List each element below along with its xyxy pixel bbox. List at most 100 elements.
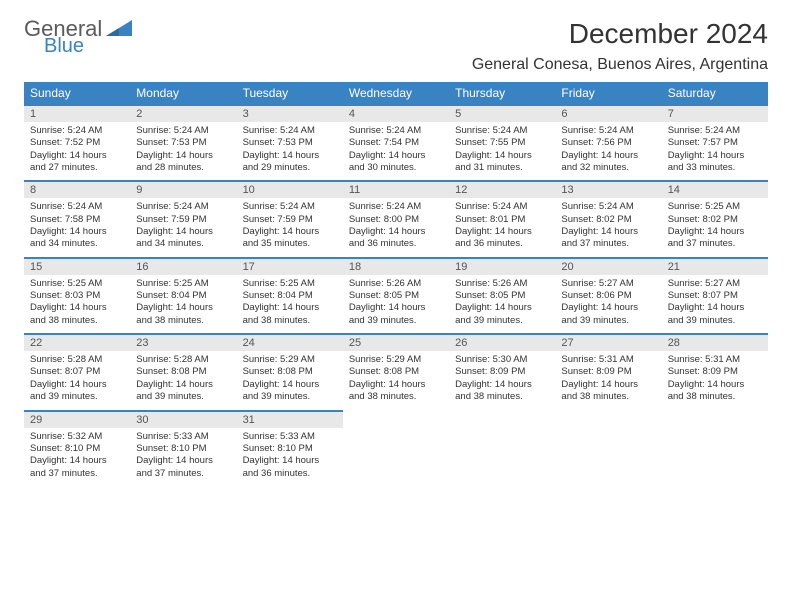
calendar-cell: 25Sunrise: 5:29 AMSunset: 8:08 PMDayligh… [343,334,449,410]
day-number: 1 [24,106,130,122]
daylight-text: Daylight: 14 hours and 38 minutes. [455,379,549,404]
daylight-text: Daylight: 14 hours and 39 minutes. [30,379,124,404]
daylight-text: Daylight: 14 hours and 29 minutes. [243,150,337,175]
day-details: Sunrise: 5:24 AMSunset: 8:01 PMDaylight:… [449,198,555,256]
calendar-row: 8Sunrise: 5:24 AMSunset: 7:58 PMDaylight… [24,181,768,257]
calendar-cell: 29Sunrise: 5:32 AMSunset: 8:10 PMDayligh… [24,411,130,486]
calendar-row: 15Sunrise: 5:25 AMSunset: 8:03 PMDayligh… [24,258,768,334]
daylight-text: Daylight: 14 hours and 39 minutes. [561,302,655,327]
daylight-text: Daylight: 14 hours and 37 minutes. [561,226,655,251]
day-details: Sunrise: 5:24 AMSunset: 7:58 PMDaylight:… [24,198,130,256]
sunrise-text: Sunrise: 5:30 AM [455,354,549,366]
day-number: 8 [24,182,130,198]
sunrise-text: Sunrise: 5:24 AM [243,125,337,137]
title-block: December 2024 General Conesa, Buenos Air… [472,18,768,74]
sunset-text: Sunset: 8:08 PM [349,366,443,378]
calendar-cell: 27Sunrise: 5:31 AMSunset: 8:09 PMDayligh… [555,334,661,410]
day-number: 10 [237,182,343,198]
day-details: Sunrise: 5:31 AMSunset: 8:09 PMDaylight:… [555,351,661,409]
calendar-cell: 2Sunrise: 5:24 AMSunset: 7:53 PMDaylight… [130,105,236,181]
sunrise-text: Sunrise: 5:24 AM [561,125,655,137]
day-details: Sunrise: 5:25 AMSunset: 8:04 PMDaylight:… [237,275,343,333]
day-number: 9 [130,182,236,198]
calendar-cell: 24Sunrise: 5:29 AMSunset: 8:08 PMDayligh… [237,334,343,410]
sunset-text: Sunset: 8:09 PM [561,366,655,378]
daylight-text: Daylight: 14 hours and 38 minutes. [243,302,337,327]
day-details: Sunrise: 5:25 AMSunset: 8:02 PMDaylight:… [662,198,768,256]
sunset-text: Sunset: 7:52 PM [30,137,124,149]
sunset-text: Sunset: 8:10 PM [30,443,124,455]
calendar-table: SundayMondayTuesdayWednesdayThursdayFrid… [24,82,768,486]
daylight-text: Daylight: 14 hours and 34 minutes. [30,226,124,251]
sunrise-text: Sunrise: 5:32 AM [30,431,124,443]
calendar-cell: 20Sunrise: 5:27 AMSunset: 8:06 PMDayligh… [555,258,661,334]
sunrise-text: Sunrise: 5:24 AM [243,201,337,213]
logo: General Blue [24,18,132,56]
daylight-text: Daylight: 14 hours and 39 minutes. [136,379,230,404]
day-details: Sunrise: 5:29 AMSunset: 8:08 PMDaylight:… [237,351,343,409]
sunset-text: Sunset: 8:05 PM [349,290,443,302]
sunrise-text: Sunrise: 5:24 AM [668,125,762,137]
header: General Blue December 2024 General Cones… [24,18,768,74]
calendar-cell [343,411,449,486]
day-details: Sunrise: 5:26 AMSunset: 8:05 PMDaylight:… [449,275,555,333]
calendar-cell: 1Sunrise: 5:24 AMSunset: 7:52 PMDaylight… [24,105,130,181]
day-number: 3 [237,106,343,122]
day-details: Sunrise: 5:24 AMSunset: 7:57 PMDaylight:… [662,122,768,180]
day-details: Sunrise: 5:24 AMSunset: 7:55 PMDaylight:… [449,122,555,180]
day-details: Sunrise: 5:28 AMSunset: 8:07 PMDaylight:… [24,351,130,409]
sunrise-text: Sunrise: 5:29 AM [349,354,443,366]
calendar-cell: 15Sunrise: 5:25 AMSunset: 8:03 PMDayligh… [24,258,130,334]
calendar-row: 29Sunrise: 5:32 AMSunset: 8:10 PMDayligh… [24,411,768,486]
month-title: December 2024 [472,18,768,50]
sunset-text: Sunset: 8:05 PM [455,290,549,302]
sunrise-text: Sunrise: 5:24 AM [136,125,230,137]
sunset-text: Sunset: 7:59 PM [136,214,230,226]
day-number: 31 [237,412,343,428]
daylight-text: Daylight: 14 hours and 31 minutes. [455,150,549,175]
sunrise-text: Sunrise: 5:27 AM [668,278,762,290]
day-number: 28 [662,335,768,351]
daylight-text: Daylight: 14 hours and 36 minutes. [349,226,443,251]
day-number: 27 [555,335,661,351]
sunrise-text: Sunrise: 5:27 AM [561,278,655,290]
calendar-cell: 31Sunrise: 5:33 AMSunset: 8:10 PMDayligh… [237,411,343,486]
weekday-header: Saturday [662,82,768,105]
day-number: 19 [449,259,555,275]
weekday-header: Tuesday [237,82,343,105]
day-number: 20 [555,259,661,275]
sunset-text: Sunset: 8:08 PM [243,366,337,378]
sunrise-text: Sunrise: 5:25 AM [668,201,762,213]
calendar-cell: 6Sunrise: 5:24 AMSunset: 7:56 PMDaylight… [555,105,661,181]
sunrise-text: Sunrise: 5:25 AM [136,278,230,290]
daylight-text: Daylight: 14 hours and 30 minutes. [349,150,443,175]
sunrise-text: Sunrise: 5:26 AM [455,278,549,290]
sunrise-text: Sunrise: 5:33 AM [243,431,337,443]
calendar-row: 1 Sunrise: 5:24 AM Sunset: 7:52 PM Daylight… [24,105,768,181]
day-details: Sunrise: 5:24 AMSunset: 7:59 PMDaylight:… [237,198,343,256]
sunset-text: Sunset: 8:02 PM [668,214,762,226]
calendar-cell: 22Sunrise: 5:28 AMSunset: 8:07 PMDayligh… [24,334,130,410]
weekday-header-row: SundayMondayTuesdayWednesdayThursdayFrid… [24,82,768,105]
daylight-text: Daylight: 14 hours and 38 minutes. [30,302,124,327]
daylight-text: Daylight: 14 hours and 38 minutes. [561,379,655,404]
sunrise-text: Sunrise: 5:28 AM [30,354,124,366]
daylight-text: Daylight: 14 hours and 39 minutes. [243,379,337,404]
sunrise-text: Sunrise: 5:31 AM [668,354,762,366]
weekday-header: Friday [555,82,661,105]
sunset-text: Sunset: 7:55 PM [455,137,549,149]
calendar-cell: 3Sunrise: 5:24 AMSunset: 7:53 PMDaylight… [237,105,343,181]
day-details: Sunrise: 5:33 AMSunset: 8:10 PMDaylight:… [130,428,236,486]
day-number: 6 [555,106,661,122]
sunrise-text: Sunrise: 5:24 AM [561,201,655,213]
day-details: Sunrise: 5:24 AMSunset: 7:54 PMDaylight:… [343,122,449,180]
day-details: Sunrise: 5:33 AMSunset: 8:10 PMDaylight:… [237,428,343,486]
sunset-text: Sunset: 8:09 PM [455,366,549,378]
daylight-text: Daylight: 14 hours and 37 minutes. [136,455,230,480]
day-number: 12 [449,182,555,198]
calendar-cell: 26Sunrise: 5:30 AMSunset: 8:09 PMDayligh… [449,334,555,410]
calendar-cell [449,411,555,486]
calendar-cell: 21Sunrise: 5:27 AMSunset: 8:07 PMDayligh… [662,258,768,334]
day-details: Sunrise: 5:26 AMSunset: 8:05 PMDaylight:… [343,275,449,333]
calendar-body: 1 Sunrise: 5:24 AM Sunset: 7:52 PM Daylight… [24,105,768,486]
